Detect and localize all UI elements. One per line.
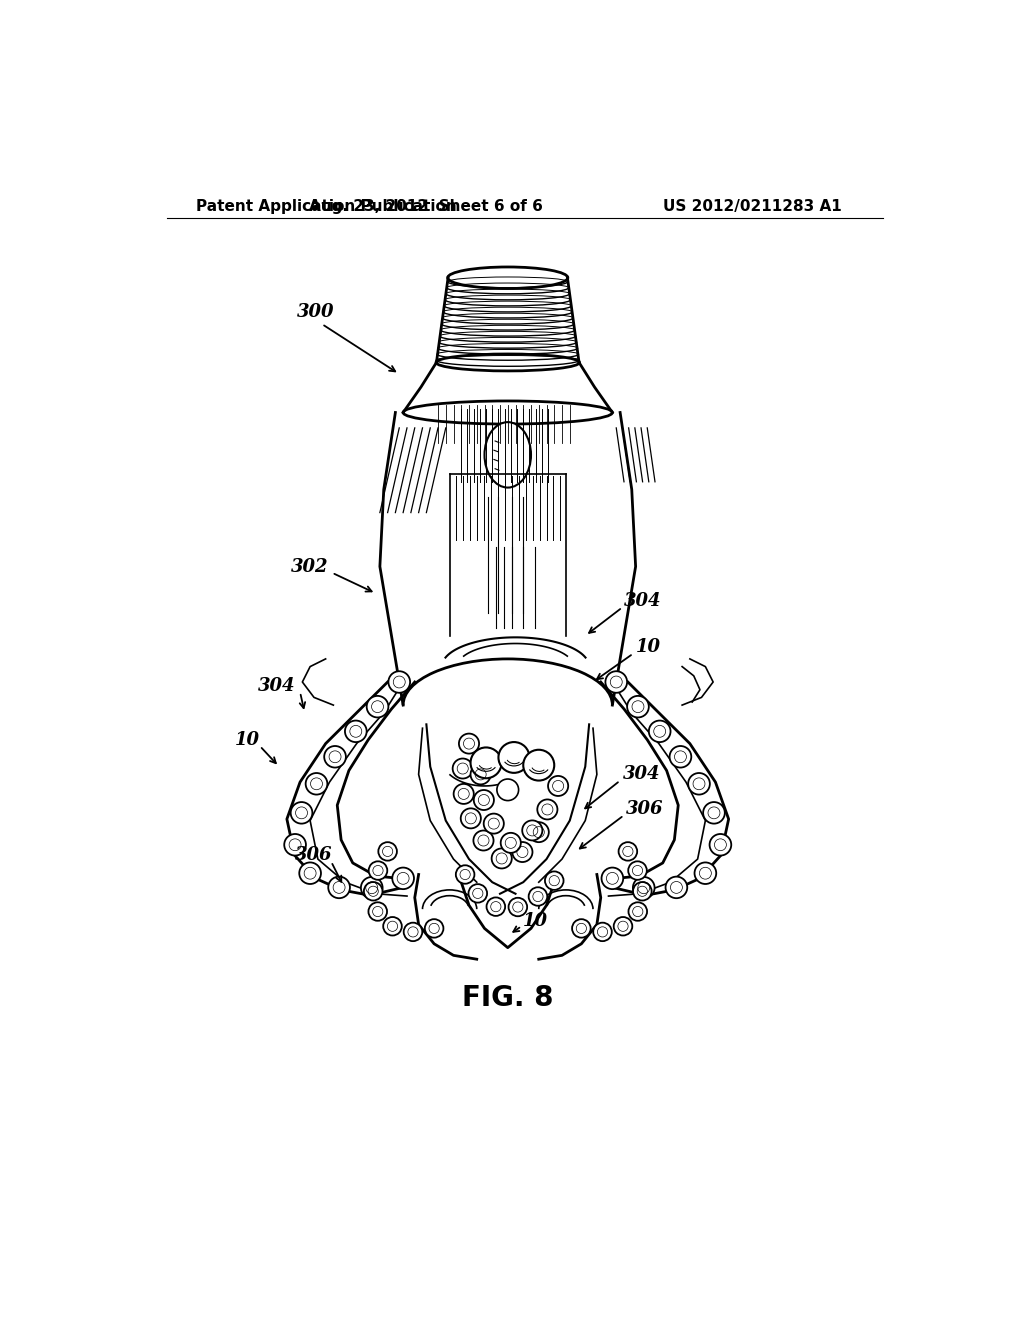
Text: US 2012/0211283 A1: US 2012/0211283 A1 — [663, 198, 842, 214]
Circle shape — [473, 830, 494, 850]
Circle shape — [523, 750, 554, 780]
Circle shape — [694, 862, 716, 884]
Text: FIG. 8: FIG. 8 — [462, 983, 554, 1011]
Text: 10: 10 — [523, 912, 548, 929]
Circle shape — [305, 774, 328, 795]
Circle shape — [486, 898, 505, 916]
Circle shape — [459, 734, 479, 754]
Circle shape — [512, 842, 532, 862]
Text: 10: 10 — [636, 639, 660, 656]
Circle shape — [425, 919, 443, 937]
Circle shape — [461, 808, 481, 829]
Circle shape — [666, 876, 687, 898]
Circle shape — [360, 876, 383, 899]
Circle shape — [593, 923, 611, 941]
Text: 304: 304 — [258, 677, 296, 694]
Circle shape — [633, 876, 654, 899]
Circle shape — [392, 867, 414, 890]
Circle shape — [627, 696, 649, 718]
Circle shape — [649, 721, 671, 742]
Circle shape — [453, 759, 473, 779]
Circle shape — [613, 917, 632, 936]
Circle shape — [545, 871, 563, 890]
Text: 302: 302 — [291, 557, 329, 576]
Circle shape — [605, 671, 627, 693]
Circle shape — [522, 821, 543, 841]
Circle shape — [633, 882, 651, 900]
Circle shape — [572, 919, 591, 937]
Text: 10: 10 — [234, 731, 260, 748]
Circle shape — [548, 776, 568, 796]
Circle shape — [471, 764, 490, 784]
Circle shape — [285, 834, 306, 855]
Circle shape — [601, 867, 624, 890]
Circle shape — [299, 862, 321, 884]
Circle shape — [325, 746, 346, 767]
Text: 306: 306 — [295, 846, 332, 865]
Circle shape — [703, 803, 725, 824]
Ellipse shape — [484, 422, 531, 487]
Circle shape — [618, 842, 637, 861]
Circle shape — [369, 903, 387, 921]
Circle shape — [383, 917, 401, 936]
Circle shape — [710, 834, 731, 855]
Circle shape — [474, 789, 494, 810]
Circle shape — [345, 721, 367, 742]
Circle shape — [492, 849, 512, 869]
Circle shape — [688, 774, 710, 795]
Text: 306: 306 — [627, 800, 664, 818]
Circle shape — [454, 784, 474, 804]
Circle shape — [369, 862, 387, 880]
Circle shape — [367, 696, 388, 718]
Text: Aug. 23, 2012  Sheet 6 of 6: Aug. 23, 2012 Sheet 6 of 6 — [309, 198, 544, 214]
Circle shape — [388, 671, 410, 693]
Circle shape — [501, 833, 521, 853]
Circle shape — [456, 866, 474, 884]
Circle shape — [670, 746, 691, 767]
Circle shape — [628, 862, 647, 880]
Text: 304: 304 — [624, 593, 662, 610]
Text: 300: 300 — [297, 304, 335, 321]
Text: 304: 304 — [623, 766, 659, 783]
Circle shape — [497, 779, 518, 800]
Circle shape — [528, 822, 549, 842]
Circle shape — [364, 882, 383, 900]
Circle shape — [291, 803, 312, 824]
Text: Patent Application Publication: Patent Application Publication — [197, 198, 457, 214]
Circle shape — [483, 813, 504, 834]
Circle shape — [528, 887, 547, 906]
Circle shape — [403, 923, 422, 941]
Circle shape — [471, 747, 502, 779]
Circle shape — [509, 898, 527, 916]
Circle shape — [378, 842, 397, 861]
Circle shape — [499, 742, 529, 774]
Circle shape — [469, 884, 487, 903]
Circle shape — [329, 876, 350, 898]
Circle shape — [538, 800, 557, 820]
Circle shape — [629, 903, 647, 921]
